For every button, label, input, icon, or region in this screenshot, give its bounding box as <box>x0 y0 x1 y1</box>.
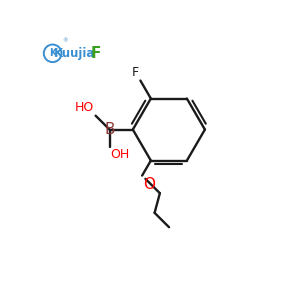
Text: HO: HO <box>74 101 94 114</box>
Text: OH: OH <box>111 148 130 161</box>
Text: F: F <box>132 66 139 80</box>
Text: Kuujia: Kuujia <box>53 47 95 60</box>
Text: ®: ® <box>63 38 68 43</box>
Text: K: K <box>49 48 56 58</box>
Text: B: B <box>104 122 115 136</box>
Text: F: F <box>91 46 101 61</box>
Text: O: O <box>143 177 155 192</box>
